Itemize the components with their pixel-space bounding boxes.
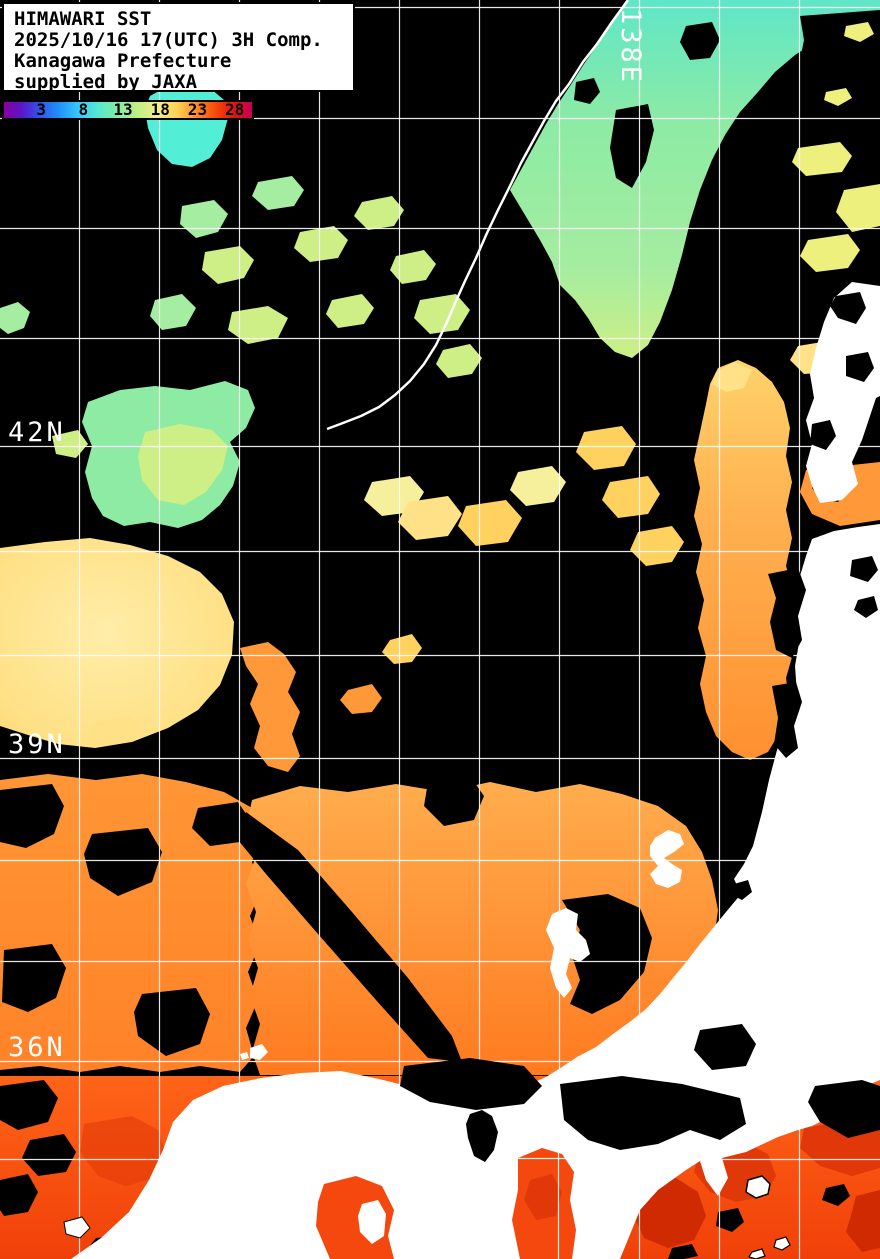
lon-label-138e: 138E — [615, 8, 646, 85]
island-awaji — [358, 1200, 386, 1244]
sst-patch — [824, 88, 852, 106]
sst-patch — [510, 466, 566, 506]
cloud-patch — [830, 292, 866, 324]
sst-patch — [792, 142, 852, 176]
lat-label-42n: 42N — [8, 417, 66, 448]
colorbar-tick-3: 3 — [36, 100, 47, 119]
island-izu-oshima — [745, 1175, 771, 1199]
sst-patch — [836, 184, 880, 232]
sst-region-north-green — [510, 0, 880, 358]
sst-patch — [398, 496, 462, 540]
bay-ise-dark — [524, 1174, 562, 1220]
cloud-patch — [822, 1184, 850, 1206]
cloud-patch — [0, 1080, 58, 1130]
cloud-patch — [804, 202, 832, 226]
colorbar-tick-8: 8 — [78, 100, 89, 119]
sst-patch — [252, 176, 304, 210]
cloud-patch — [808, 1080, 880, 1138]
sst-patch — [382, 634, 422, 664]
island-izu-small — [748, 1248, 766, 1259]
cloud-patch — [730, 880, 752, 900]
sst-patch — [576, 426, 636, 470]
land-honshu — [71, 524, 880, 1259]
island-izu-small — [773, 1236, 791, 1251]
cloud-patch — [574, 78, 600, 104]
sst-patch — [602, 476, 660, 518]
colorbar-tick-28: 28 — [224, 100, 245, 119]
cloud-patch — [810, 420, 836, 450]
colorbar-tick-23: 23 — [187, 100, 208, 119]
colorbar-tick-18: 18 — [150, 100, 170, 119]
cloud-patch — [400, 1058, 542, 1110]
sst-patch — [390, 250, 436, 284]
cloud-patch — [562, 894, 652, 1014]
bays-layer — [316, 1148, 576, 1259]
sst-colorbar: 3 8 13 18 23 28 — [2, 100, 254, 120]
cloud-patch — [192, 802, 250, 846]
cloud-patch — [850, 556, 878, 582]
sst-patch — [294, 226, 348, 262]
cloud-over-land-layer — [400, 292, 880, 1162]
sst-patch — [340, 684, 382, 714]
sst-patch — [712, 362, 752, 392]
colorbar-tick-13: 13 — [113, 100, 133, 119]
sst-patch — [150, 294, 196, 330]
datetime-line: 2025/10/16 17(UTC) 3H Comp. — [14, 29, 323, 51]
sst-patch-dark-red — [80, 1116, 166, 1186]
sst-patch — [88, 716, 142, 742]
sst-patch — [436, 344, 482, 378]
cloud-patch — [716, 1208, 744, 1232]
cloud-patch — [680, 22, 720, 60]
lat-label-39n: 39N — [8, 729, 66, 760]
cloud-patch — [84, 828, 162, 896]
cloud-patch — [0, 1174, 38, 1216]
sst-patch — [0, 302, 30, 334]
sst-patch — [326, 294, 374, 328]
cloud-patch — [854, 596, 878, 618]
lake-biwa — [466, 1110, 498, 1162]
sst-patch — [228, 306, 288, 344]
cloud-patch — [22, 1134, 76, 1176]
sst-patch — [800, 234, 860, 272]
peninsula-noto — [546, 908, 590, 998]
lat-label-36n: 36N — [8, 1032, 66, 1063]
gridline-over-bay — [514, 1150, 580, 1259]
coordinate-labels: 42N 39N 36N 138E — [8, 8, 646, 1063]
title-info-box: HIMAWARI SST 2025/10/16 17(UTC) 3H Comp.… — [2, 2, 355, 93]
cloud-patch — [560, 1076, 746, 1150]
sst-patch — [202, 246, 254, 284]
cloud-patch — [668, 1244, 698, 1259]
sst-patch — [458, 500, 522, 546]
cloud-patch-diagonal — [238, 812, 462, 1062]
sst-patch — [630, 526, 684, 566]
island-sado — [650, 830, 684, 888]
sst-region-left-green-core — [138, 424, 228, 505]
sst-patch — [844, 22, 874, 42]
cloud-patch — [846, 352, 874, 382]
cloud-patch — [424, 776, 484, 826]
island-oki-small — [240, 1052, 249, 1060]
cloud-patch — [134, 988, 210, 1056]
cloud-patch — [0, 784, 64, 848]
sst-patch — [240, 642, 300, 772]
cloud-patch — [694, 1024, 756, 1070]
cloud-patch — [740, 156, 768, 180]
product-title: HIMAWARI SST — [14, 8, 152, 30]
coastline-russia — [326, 0, 630, 431]
sst-region-pale-yellow-blob — [0, 538, 234, 748]
sst-patch — [354, 196, 404, 230]
region-line: Kanagawa Prefecture — [14, 50, 232, 72]
cloud-patch — [768, 568, 806, 658]
sst-patch-dark-red — [846, 1190, 880, 1252]
coast-islet — [63, 1216, 91, 1239]
credit-line: supplied by JAXA — [14, 71, 198, 93]
cloud-patch — [610, 104, 654, 188]
island-oki — [250, 1044, 268, 1060]
cloud-patch — [772, 682, 802, 758]
